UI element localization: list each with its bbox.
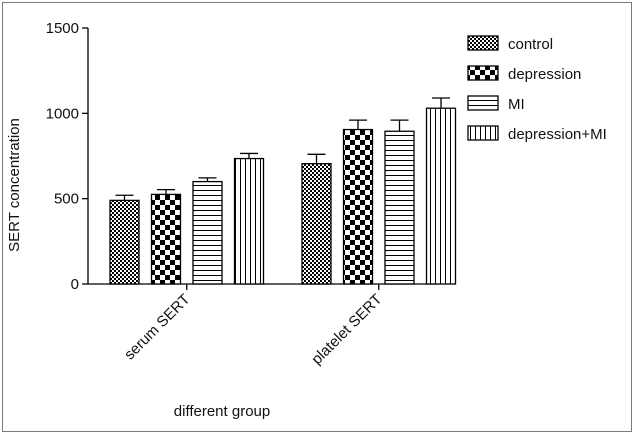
legend-label: depression: [508, 66, 581, 83]
legend: control depression MI depression+MI: [467, 35, 607, 143]
legend-swatch: [467, 35, 499, 51]
bar-depression-mi: [425, 107, 457, 285]
bar-depression: [342, 128, 374, 285]
bar-mi: [384, 130, 415, 285]
bar-depression-mi: [233, 157, 265, 285]
bar-mi: [192, 180, 223, 285]
legend-label: control: [508, 36, 553, 53]
y-tick-label: 0: [71, 276, 79, 293]
x-tick-label: platelet SERT: [308, 291, 385, 368]
bar-depression: [150, 193, 182, 285]
legend-swatch: [467, 125, 499, 141]
legend-swatch: [467, 65, 499, 81]
legend-label: MI: [508, 96, 525, 113]
legend-swatch: [467, 95, 499, 111]
bar-control: [109, 199, 140, 285]
y-tick-label: 1000: [46, 105, 79, 122]
y-tick-label: 500: [54, 191, 79, 208]
x-tick-label: serum SERT: [121, 291, 194, 364]
bar-control: [301, 163, 332, 285]
bars: [109, 97, 457, 285]
legend-label: depression+MI: [508, 126, 607, 143]
x-axis-label: different group: [174, 403, 270, 420]
y-tick-label: 1500: [46, 20, 79, 37]
y-axis-label: SERT concentration: [6, 118, 23, 252]
